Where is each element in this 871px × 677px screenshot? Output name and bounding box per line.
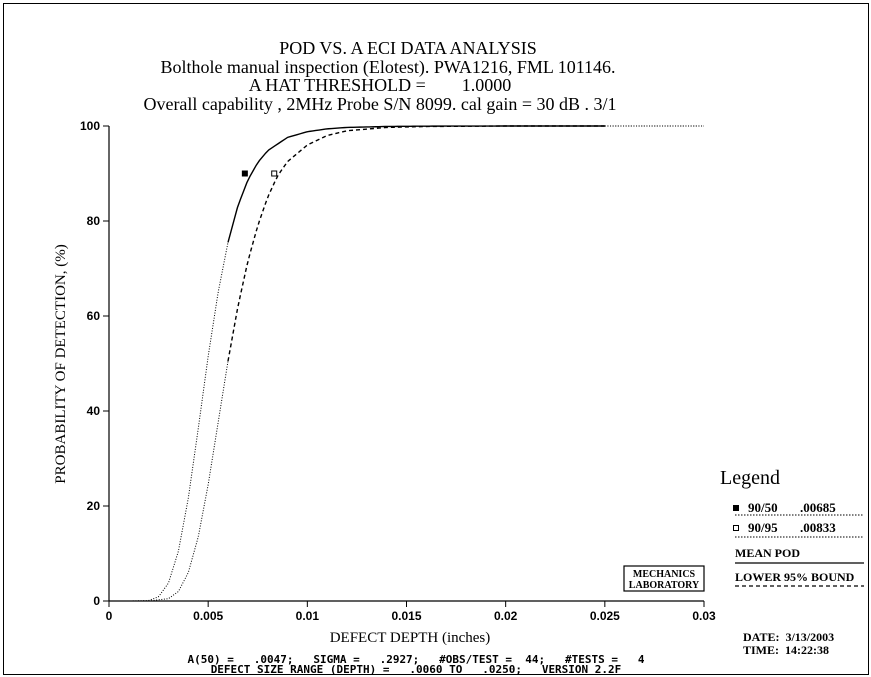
y-tick-label: 80 <box>87 214 101 228</box>
x-tick-label: 0.01 <box>296 609 320 623</box>
marker-90-95 <box>271 170 278 177</box>
x-tick-label: 0.025 <box>590 609 620 623</box>
y-tick-label: 20 <box>87 499 101 513</box>
legend-entry-2-value: .00833 <box>800 520 836 535</box>
footer-line-2: DEFECT SIZE RANGE (DEPTH) = .0060 TO .02… <box>211 663 622 676</box>
x-tick-label: 0 <box>106 609 113 623</box>
y-tick-label: 0 <box>93 594 100 608</box>
lab-box: MECHANICS LABORATORY <box>623 565 705 592</box>
legend-entry-2-label: 90/95 <box>748 520 778 535</box>
legend-open-square-icon <box>733 525 739 531</box>
x-axis-label: DEFECT DEPTH (inches) <box>330 630 491 646</box>
markers <box>241 170 278 177</box>
x-tick-label: 0.015 <box>391 609 421 623</box>
legend-entry-1-label: 90/50 <box>748 500 778 515</box>
legend-entry-1-value: .00685 <box>800 500 836 515</box>
lower-95-bound-series-extrapolation-low <box>132 361 229 602</box>
chart-subtitle-1: Bolthole manual inspection (Elotest). PW… <box>160 57 615 78</box>
legend-entry-3-label: MEAN POD <box>735 546 800 560</box>
date-text: DATE: 3/13/2003 <box>743 630 834 644</box>
lab-box-line-1: MECHANICS <box>633 569 696 580</box>
chart-subtitle-3: Overall capability , 2MHz Probe S/N 8099… <box>143 94 616 114</box>
lower-95-bound-series-line <box>227 125 605 362</box>
x-tick-label: 0.02 <box>494 609 518 623</box>
lab-box-line-2: LABORATORY <box>629 580 700 591</box>
legend: Legend 90/50 .00685 90/95 .00833 MEAN PO… <box>720 467 864 587</box>
mean-pod-series-line <box>227 125 605 243</box>
legend-filled-square-icon <box>733 505 739 511</box>
axes: 0 0.005 0.01 0.015 0.02 0.025 0.03 0 20 40 60 80 100 <box>80 119 716 623</box>
curves <box>132 125 704 602</box>
time-text: TIME: 14:22:38 <box>743 643 829 657</box>
marker-90-50 <box>241 170 248 177</box>
y-axis-label: PROBABILITY OF DETECTION, (%) <box>53 244 69 483</box>
legend-entry-4-label: LOWER 95% BOUND <box>735 570 855 584</box>
chart-title: POD VS. A ECI DATA ANALYSIS <box>279 38 536 58</box>
x-tick-label: 0.005 <box>193 609 223 623</box>
legend-title: Legend <box>720 467 780 489</box>
y-tick-label: 60 <box>87 309 101 323</box>
x-tick-label: 0.03 <box>692 609 716 623</box>
figure-frame <box>3 3 869 675</box>
footer-line-1: A(50) = .0047; SIGMA = .2927; #OBS/TEST … <box>188 653 645 666</box>
chart-subtitle-2: A HAT THRESHOLD = 1.0000 <box>249 75 512 95</box>
mean-pod-series-extrapolation-low <box>132 242 229 602</box>
y-tick-label: 100 <box>80 119 100 133</box>
y-tick-label: 40 <box>87 404 101 418</box>
